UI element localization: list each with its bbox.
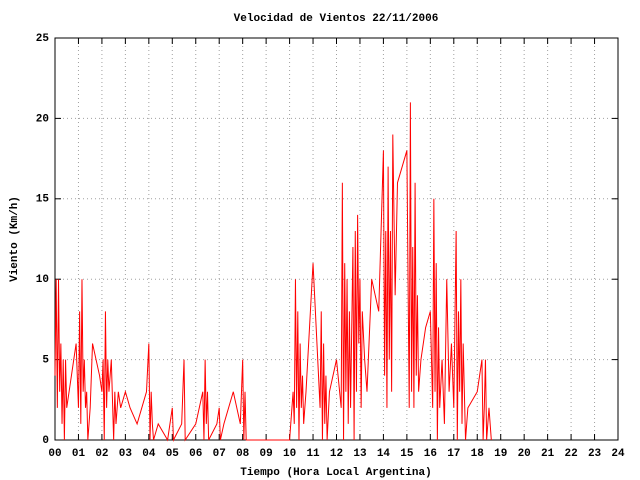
x-tick-label: 17 [447, 448, 460, 460]
y-tick-label: 5 [42, 355, 49, 367]
x-tick-label: 22 [564, 448, 577, 460]
x-tick-label: 01 [72, 448, 86, 460]
x-tick-label: 23 [588, 448, 602, 460]
x-tick-label: 14 [377, 448, 391, 460]
x-tick-label: 19 [494, 448, 507, 460]
y-tick-label: 15 [36, 194, 50, 206]
chart-title: Velocidad de Vientos 22/11/2006 [234, 13, 439, 25]
y-tick-label: 20 [36, 113, 49, 125]
x-tick-label: 09 [260, 448, 273, 460]
wind-line [54, 102, 492, 442]
x-tick-label: 24 [611, 448, 625, 460]
x-tick-label: 11 [306, 448, 320, 460]
x-tick-label: 13 [353, 448, 367, 460]
y-tick-label: 10 [36, 274, 49, 286]
x-tick-label: 10 [283, 448, 296, 460]
x-tick-label: 21 [541, 448, 555, 460]
y-tick-label: 25 [36, 33, 50, 45]
x-tick-label: 08 [236, 448, 250, 460]
x-tick-label: 04 [142, 448, 156, 460]
y-tick-label: 0 [42, 435, 49, 447]
x-tick-label: 05 [166, 448, 180, 460]
x-tick-label: 03 [119, 448, 133, 460]
x-tick-label: 00 [48, 448, 61, 460]
x-tick-label: 06 [189, 448, 202, 460]
x-tick-label: 07 [213, 448, 226, 460]
x-tick-label: 12 [330, 448, 343, 460]
x-tick-label: 02 [95, 448, 108, 460]
x-tick-label: 20 [518, 448, 531, 460]
plot-frame [54, 37, 619, 441]
x-tick-label: 18 [471, 448, 485, 460]
y-axis-label: Viento (Km/h) [9, 196, 21, 282]
x-tick-label: 15 [400, 448, 414, 460]
x-axis-label: Tiempo (Hora Local Argentina) [240, 467, 431, 479]
x-tick-label: 16 [424, 448, 437, 460]
